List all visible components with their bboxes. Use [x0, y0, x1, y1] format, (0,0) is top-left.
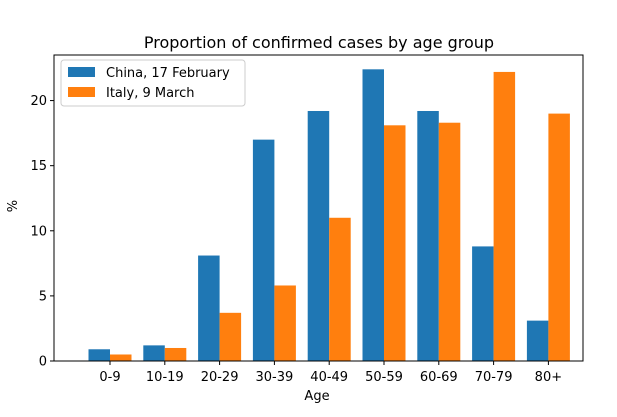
legend-swatch [68, 87, 95, 97]
x-tick-label: 0-9 [99, 370, 120, 385]
bar-china-70-79 [472, 246, 494, 361]
x-tick-label: 80+ [535, 370, 562, 385]
bar-italy-30-39 [274, 285, 296, 361]
bar-china-40-49 [307, 110, 330, 362]
plot-frame [53, 54, 584, 362]
y-tick-label: 15 [30, 159, 47, 174]
legend-box [60, 59, 246, 107]
bar-china-0-9 [88, 349, 110, 361]
bar-china-50-59 [362, 69, 384, 361]
y-tick-label: 20 [30, 94, 47, 109]
bar-china-60-69 [417, 110, 439, 362]
x-tick-label: 50-59 [365, 370, 403, 385]
x-axis-label: Age [304, 389, 329, 404]
legend: China, 17 February Italy, 9 March [60, 59, 246, 107]
bar-italy-40-49 [329, 217, 351, 361]
bar-china-10-19 [143, 345, 165, 361]
bar-china-80+ [526, 320, 549, 361]
x-tick-label: 30-39 [256, 370, 294, 385]
bar-china-20-29 [198, 255, 220, 361]
y-tick-label: 0 [39, 355, 47, 370]
x-tick-label: 70-79 [475, 370, 513, 385]
x-tick-label: 10-19 [146, 370, 184, 385]
bar-italy-50-59 [384, 125, 406, 361]
legend-label: Italy, 9 March [106, 86, 195, 101]
bar-italy-70-79 [493, 71, 516, 362]
x-tick-label: 60-69 [420, 370, 458, 385]
bars-group [88, 69, 570, 362]
chart-title: Proportion of confirmed cases by age gro… [144, 33, 494, 52]
y-tick-label: 10 [30, 224, 47, 239]
bar-china-30-39 [252, 139, 275, 361]
x-tick-label: 40-49 [310, 370, 348, 385]
bar-italy-60-69 [438, 122, 461, 362]
bar-italy-80+ [548, 113, 570, 361]
bar-italy-0-9 [110, 354, 132, 361]
x-tick-label: 20-29 [201, 370, 239, 385]
legend-label: China, 17 February [106, 66, 230, 81]
y-axis-label: % [6, 200, 21, 212]
axes-group: 0 5 10 15 20 0-9 10-19 20-29 30-39 40-49 50-59 60-6… [30, 54, 584, 385]
legend-swatch [68, 67, 95, 77]
y-tick-label: 5 [39, 289, 47, 304]
bar-italy-10-19 [164, 347, 187, 361]
bar-italy-20-29 [219, 312, 242, 361]
